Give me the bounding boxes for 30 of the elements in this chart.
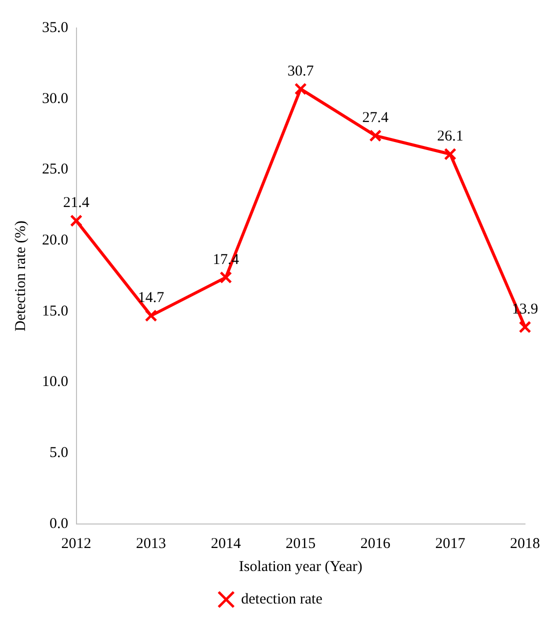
legend-label: detection rate — [241, 591, 323, 608]
data-label: 14.7 — [138, 290, 165, 306]
y-tick-label: 35.0 — [42, 20, 68, 36]
y-tick-label: 25.0 — [42, 162, 68, 178]
y-tick-label: 15.0 — [42, 303, 68, 320]
point — [70, 214, 82, 227]
point — [369, 130, 382, 142]
y-tick-label: 10.0 — [42, 374, 68, 390]
point — [444, 148, 456, 160]
x-tick-label: 2013 — [136, 536, 166, 552]
x-tick-label: 2016 — [360, 536, 391, 552]
x-tick-label: 2014 — [210, 536, 242, 552]
y-tick-label: 5.0 — [50, 445, 68, 462]
point — [518, 320, 532, 334]
x-tick-label: 2015 — [286, 536, 316, 552]
point — [220, 271, 232, 284]
x-tick-label: 2012 — [61, 536, 92, 552]
y-tick-label: 0.0 — [50, 516, 68, 532]
data-label: 27.4 — [362, 110, 390, 126]
x-tick-label: 2018 — [510, 536, 540, 552]
point — [144, 309, 158, 322]
data-label: 30.7 — [288, 63, 314, 80]
x-tick-label: 2017 — [435, 536, 466, 552]
y-tick-label: 30.0 — [42, 90, 68, 107]
y-axis-title: Detection rate (%) — [12, 220, 29, 332]
point — [294, 82, 307, 96]
x-axis-title: Isolation year (Year) — [238, 558, 362, 575]
y-tick-label: 20.0 — [42, 232, 68, 249]
data-label: 26.1 — [437, 128, 464, 145]
data-label: 21.4 — [63, 195, 90, 212]
